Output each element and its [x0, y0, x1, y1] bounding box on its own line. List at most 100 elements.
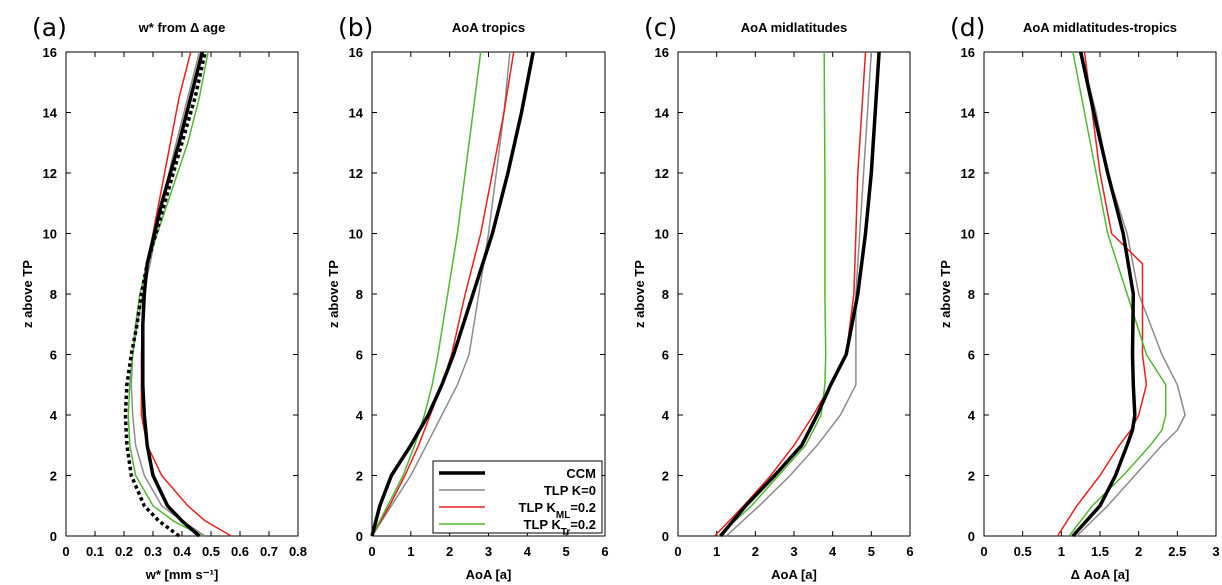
y-tick-label: 16: [655, 45, 669, 60]
series-line-grey: [1076, 51, 1186, 537]
legend-label-main: TLP K: [519, 500, 557, 515]
y-tick-label: 2: [662, 469, 669, 484]
panel-title: w* from Δ age: [138, 20, 226, 35]
x-tick-label: 0.8: [289, 544, 307, 559]
legend-label-red: TLP KML=0.2: [519, 500, 596, 521]
y-tick-label: 4: [968, 408, 976, 423]
x-tick-label: 0: [62, 544, 69, 559]
y-tick-label: 12: [655, 166, 669, 181]
series-line-dotted: [123, 51, 207, 538]
y-tick-label: 12: [961, 166, 975, 181]
legend-label-suffix: =0.2: [570, 500, 596, 515]
series-line-green: [1068, 51, 1167, 537]
y-axis-label: z above TP: [20, 260, 35, 328]
x-tick-label: 6: [906, 544, 913, 559]
panel-title: AoA midlatitudes: [741, 20, 847, 35]
x-tick-label: 5: [868, 544, 875, 559]
y-tick-label: 2: [356, 469, 363, 484]
x-axis-label: AoA [a]: [771, 567, 817, 582]
x-tick-label: 3: [1212, 544, 1219, 559]
y-tick-label: 10: [655, 227, 669, 242]
y-tick-label: 4: [50, 408, 58, 423]
x-tick-label: 1: [713, 544, 720, 559]
legend-label-main: CCM: [566, 466, 596, 481]
x-tick-label: 0.3: [144, 544, 162, 559]
legend-label-ccm: CCM: [566, 466, 596, 481]
x-tick-label: 0.2: [115, 544, 133, 559]
y-axis-label: z above TP: [326, 260, 341, 328]
y-tick-label: 10: [961, 227, 975, 242]
x-tick-label: 2: [446, 544, 453, 559]
series-line-ccm: [141, 51, 204, 538]
panel-label: (d): [950, 13, 985, 42]
series-line-ccm: [370, 51, 535, 537]
y-tick-label: 0: [356, 529, 363, 544]
series-line-grey: [725, 51, 873, 537]
y-tick-label: 2: [50, 469, 57, 484]
x-tick-label: 2: [752, 544, 759, 559]
y-tick-label: 12: [43, 166, 57, 181]
y-tick-label: 4: [662, 408, 670, 423]
y-tick-label: 16: [43, 45, 57, 60]
panel-label: (c): [644, 13, 677, 42]
plot-frame: [983, 51, 1217, 537]
x-tick-label: 4: [829, 544, 837, 559]
y-tick-label: 12: [349, 166, 363, 181]
series-line-red: [1056, 51, 1148, 537]
y-tick-label: 6: [662, 348, 669, 363]
y-tick-label: 10: [43, 227, 57, 242]
legend-label-subscript: ML: [556, 510, 570, 521]
y-tick-label: 14: [961, 106, 976, 121]
y-tick-label: 8: [968, 287, 975, 302]
x-tick-label: 0.5: [1014, 544, 1032, 559]
y-tick-label: 16: [961, 45, 975, 60]
series-line-ccm: [719, 51, 881, 538]
y-tick-label: 2: [968, 469, 975, 484]
x-tick-label: 1: [407, 544, 414, 559]
y-tick-label: 0: [50, 529, 57, 544]
x-tick-label: 0.6: [231, 544, 249, 559]
y-tick-label: 0: [662, 529, 669, 544]
y-tick-label: 8: [356, 287, 363, 302]
x-tick-label: 4: [524, 544, 532, 559]
y-tick-label: 0: [968, 529, 975, 544]
x-tick-label: 2: [1135, 544, 1142, 559]
y-tick-label: 16: [349, 45, 363, 60]
y-tick-label: 14: [349, 106, 364, 121]
x-tick-label: 1: [1058, 544, 1065, 559]
x-tick-label: 2.5: [1168, 544, 1186, 559]
panel-label: (a): [32, 13, 67, 42]
y-tick-label: 10: [349, 227, 363, 242]
y-tick-label: 4: [356, 408, 364, 423]
legend-label-main: TLP K: [524, 517, 562, 532]
y-tick-label: 8: [662, 287, 669, 302]
series-line-grey: [371, 51, 511, 537]
x-axis-label: w* [mm s⁻¹]: [145, 567, 219, 582]
x-tick-label: 6: [601, 544, 608, 559]
x-axis-label: AoA [a]: [466, 567, 512, 582]
x-tick-label: 0: [368, 544, 375, 559]
y-axis-label: z above TP: [632, 260, 647, 328]
series-line-ccm: [1071, 51, 1137, 538]
y-tick-label: 6: [356, 348, 363, 363]
y-tick-label: 6: [968, 348, 975, 363]
legend-label-subscript: Tr: [561, 527, 571, 538]
y-tick-label: 6: [50, 348, 57, 363]
x-tick-label: 0.1: [86, 544, 104, 559]
series-line-green: [127, 51, 209, 537]
x-tick-label: 0: [980, 544, 987, 559]
x-tick-label: 0.7: [260, 544, 278, 559]
panel-label: (b): [338, 13, 373, 42]
panel-d: 0 0.5 1 1.5 2 2.5 3 0 2 4 6 8 10 12 14 16 AoA midlatitud…: [938, 13, 1220, 582]
x-tick-label: 1.5: [1091, 544, 1109, 559]
y-tick-label: 14: [655, 106, 670, 121]
x-tick-label: 0.4: [173, 544, 192, 559]
y-tick-label: 8: [50, 287, 57, 302]
panel-a: 0 0.1 0.2 0.3 0.4 0.5 0.6 0.7 0.8 0 2 4 6 8 10 12 14 16 w*…: [20, 13, 307, 582]
y-tick-label: 14: [43, 106, 58, 121]
legend-label-main: TLP K=0: [544, 483, 596, 498]
